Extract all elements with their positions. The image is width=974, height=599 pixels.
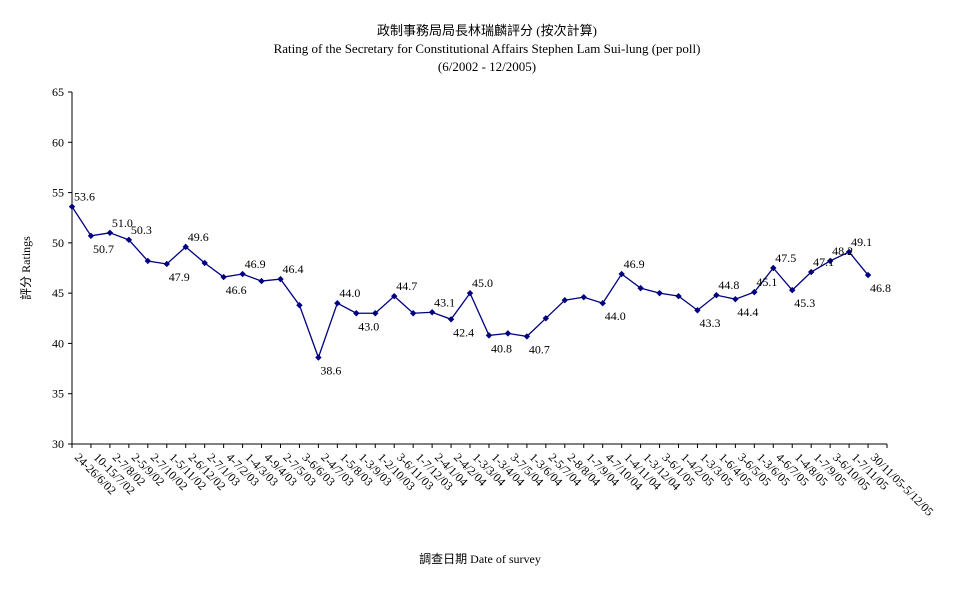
data-label: 46.8	[870, 281, 891, 295]
y-axis-title: 評分 Ratings	[18, 236, 33, 300]
data-label: 53.6	[74, 190, 95, 204]
data-label: 46.9	[624, 257, 645, 271]
data-point-marker	[372, 310, 379, 317]
chart-subtitle: Rating of the Secretary for Constitution…	[273, 41, 701, 56]
data-label: 45.0	[472, 276, 493, 290]
data-label: 42.4	[453, 325, 474, 339]
data-label: 47.1	[813, 255, 834, 269]
data-point-marker	[182, 243, 189, 251]
data-point-marker	[239, 270, 246, 278]
data-point-marker	[428, 309, 436, 316]
data-point-marker	[580, 293, 587, 301]
data-label: 43.1	[434, 295, 455, 309]
data-label: 49.6	[188, 230, 209, 244]
data-point-marker	[447, 316, 455, 323]
chart-titles: 政制事務局局長林瑞麟評分 (按次計算) Rating of the Secret…	[0, 22, 974, 76]
data-label: 44.7	[396, 279, 417, 293]
data-label: 45.3	[794, 296, 815, 310]
y-tick-label: 35	[52, 387, 64, 401]
data-point-marker	[409, 310, 417, 317]
data-point-marker	[220, 273, 227, 281]
data-label: 43.0	[358, 319, 379, 333]
data-point-marker	[523, 333, 531, 340]
data-point-marker	[732, 295, 739, 303]
data-point-marker	[675, 292, 682, 300]
data-point-marker	[125, 236, 133, 244]
data-label: 38.6	[320, 364, 341, 378]
data-point-marker	[296, 302, 303, 309]
data-point-marker	[713, 291, 720, 299]
chart-title: 政制事務局局長林瑞麟評分 (按次計算)	[377, 23, 597, 38]
chart-period: (6/2002 - 12/2005)	[437, 59, 537, 74]
data-point-marker	[789, 286, 796, 294]
data-point-marker	[504, 330, 512, 337]
y-tick-label: 55	[52, 186, 64, 200]
data-point-marker	[466, 289, 474, 297]
data-point-marker	[656, 289, 663, 297]
x-axis-title: 調查日期 Date of survey	[419, 552, 541, 566]
y-tick-label: 50	[52, 236, 64, 250]
data-label: 45.1	[756, 275, 777, 289]
data-label: 50.3	[131, 223, 152, 237]
data-labels: 53.6 50.7 51.050.3 47.9 49.6 46.6 46.9 46.4 38.6…	[74, 190, 891, 378]
data-label: 46.9	[245, 257, 266, 271]
y-tick-label: 60	[52, 135, 64, 149]
data-point-marker	[826, 257, 834, 265]
data-point-marker	[68, 203, 76, 210]
data-point-marker	[106, 229, 114, 236]
data-label: 44.0	[605, 309, 626, 323]
data-label: 46.6	[226, 283, 247, 297]
data-label: 47.5	[775, 251, 796, 265]
data-point-marker	[353, 310, 360, 317]
data-point-marker	[561, 296, 568, 304]
data-point-marker	[315, 354, 322, 361]
y-tick-label: 45	[52, 286, 64, 300]
data-point-marker	[807, 268, 815, 276]
data-point-marker	[770, 264, 777, 272]
data-point-marker	[87, 232, 95, 240]
data-label: 51.0	[112, 216, 133, 230]
chart-axes	[71, 92, 887, 445]
data-label: 44.0	[339, 286, 360, 300]
data-label: 44.4	[737, 305, 758, 319]
series-points	[68, 203, 872, 361]
data-label: 47.9	[169, 270, 190, 284]
data-point-marker	[391, 292, 398, 300]
data-point-marker	[694, 307, 701, 314]
data-label: 40.7	[529, 342, 550, 356]
data-point-marker	[258, 277, 265, 285]
y-tick-label: 40	[52, 336, 64, 350]
data-point-marker	[845, 248, 853, 256]
data-point-marker	[618, 270, 625, 278]
data-label: 44.8	[718, 278, 739, 292]
data-point-marker	[277, 275, 284, 283]
data-label: 40.8	[491, 341, 512, 355]
data-point-marker	[485, 332, 493, 339]
data-label: 43.3	[699, 316, 720, 330]
data-point-marker	[163, 260, 170, 268]
data-point-marker	[542, 315, 550, 322]
data-point-marker	[599, 300, 606, 307]
data-point-marker	[201, 259, 208, 267]
y-tick-label: 65	[52, 85, 64, 99]
data-point-marker	[864, 271, 872, 279]
x-axis-ticks: 24-26/6/0210-15/7/022-7/8/022-5/9/022-7/…	[71, 444, 936, 519]
data-label: 48.2	[832, 244, 853, 258]
data-point-marker	[637, 284, 644, 292]
data-label: 46.4	[282, 262, 303, 276]
data-label: 50.7	[93, 242, 114, 256]
data-point-marker	[144, 257, 152, 265]
y-axis-ticks: 30 35 40 45 50 55 60 65	[52, 85, 72, 451]
y-tick-label: 30	[52, 437, 64, 451]
data-label: 49.1	[851, 235, 872, 249]
data-point-marker	[751, 288, 758, 296]
data-point-marker	[334, 300, 341, 307]
